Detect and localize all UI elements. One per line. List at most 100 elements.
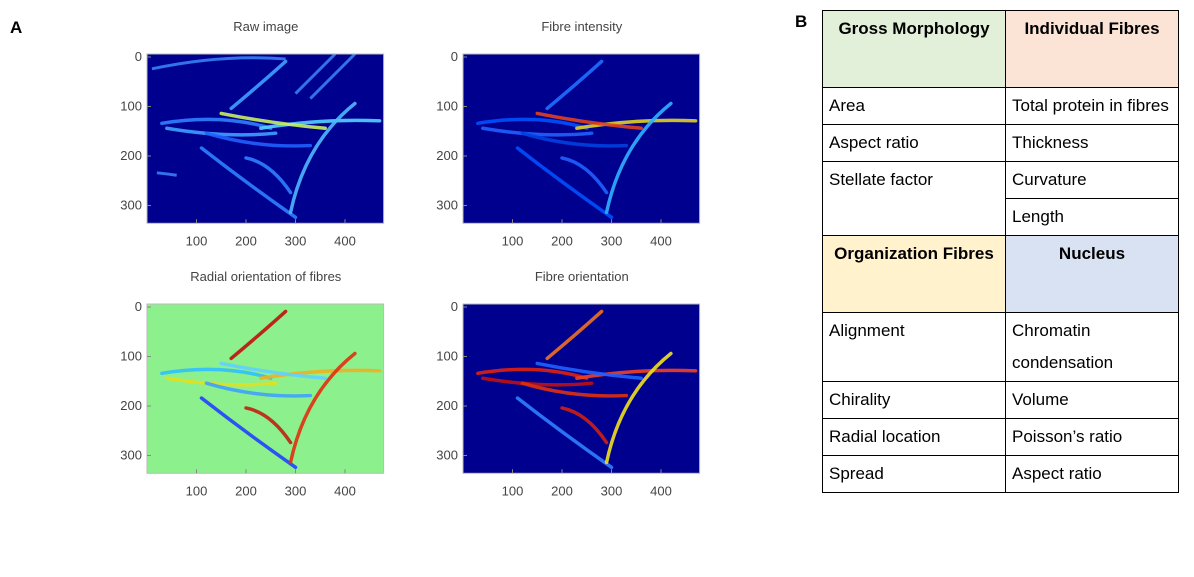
fibre — [520, 131, 629, 148]
y-tick-label: 300 — [120, 448, 142, 463]
fibre — [244, 406, 293, 445]
table-cell: Curvature — [1005, 161, 1179, 199]
fibre — [560, 406, 609, 445]
fibre — [204, 131, 313, 148]
fibre — [229, 59, 288, 111]
x-tick-label: 100 — [186, 483, 208, 498]
fibre — [156, 171, 177, 177]
fibre — [199, 396, 298, 470]
x-tick-label: 200 — [235, 233, 257, 248]
fibre — [309, 52, 356, 100]
fibre — [476, 117, 589, 130]
y-tick-label: 100 — [436, 99, 458, 114]
y-tick-label: 200 — [436, 148, 458, 163]
x-tick-label: 300 — [285, 483, 307, 498]
fibre — [244, 156, 293, 195]
image — [463, 304, 700, 474]
x-tick-label: 400 — [650, 483, 672, 498]
table-row: Spread Aspect ratio — [822, 455, 1179, 493]
y-tick-label: 300 — [436, 198, 458, 213]
fibre — [560, 156, 609, 195]
table-cell: Gross Morphology — [822, 10, 1006, 88]
fibre — [520, 381, 629, 398]
fibre — [575, 368, 698, 380]
table-cell: Chromatin condensation — [1005, 312, 1179, 382]
y-tick-label: 0 — [135, 49, 142, 64]
y-tick-label: 0 — [135, 299, 142, 314]
fibre — [604, 351, 673, 465]
table-cell: Alignment — [822, 312, 1006, 382]
fibre — [151, 56, 286, 71]
fibre — [545, 309, 604, 361]
image — [463, 54, 700, 224]
y-tick-label: 300 — [120, 198, 142, 213]
axes-frame — [146, 53, 385, 224]
fibre — [481, 376, 594, 387]
fibre — [259, 368, 382, 380]
axes-frame — [462, 53, 701, 224]
fibre — [288, 351, 357, 465]
panel-label: B — [795, 12, 808, 31]
x-tick-label: 300 — [285, 233, 307, 248]
table-row: Alignment Chromatin condensation — [822, 312, 1179, 382]
fibre — [515, 146, 614, 220]
x-tick-label: 300 — [601, 483, 623, 498]
table-cell: Aspect ratio — [1005, 455, 1179, 493]
table-cell: Nucleus — [1005, 235, 1179, 313]
fibre — [515, 396, 614, 470]
x-tick-label: 300 — [601, 233, 623, 248]
table-row: Chirality Volume — [822, 381, 1179, 419]
axes-frame — [146, 303, 385, 474]
table-cell: Individual Fibres — [1005, 10, 1179, 88]
table-cell: Total protein in fibres — [1005, 87, 1179, 125]
fibre — [476, 367, 589, 380]
table-cell: Radial location — [822, 418, 1006, 456]
table-row: Aspect ratio Thickness — [822, 124, 1179, 162]
table-row: Radial location Poisson’s ratio — [822, 418, 1179, 456]
y-tick-label: 0 — [451, 49, 458, 64]
x-tick-label: 400 — [650, 233, 672, 248]
x-tick-label: 100 — [186, 233, 208, 248]
x-tick-label: 400 — [334, 483, 356, 498]
x-tick-label: 200 — [235, 483, 257, 498]
fibre — [481, 126, 594, 137]
x-tick-label: 200 — [551, 483, 573, 498]
fibre — [160, 367, 273, 380]
fibre — [165, 126, 278, 137]
x-tick-label: 200 — [551, 233, 573, 248]
fibre — [535, 111, 643, 130]
fibre — [535, 361, 643, 380]
table-row: Area Total protein in fibres — [822, 87, 1179, 125]
table-row: Organization Fibres Nucleus — [822, 235, 1179, 313]
table-cell: Area — [822, 87, 1006, 125]
fibre — [288, 101, 357, 215]
fibre — [219, 361, 327, 380]
table-cell: Organization Fibres — [822, 235, 1006, 313]
x-tick-label: 100 — [502, 483, 524, 498]
fibre — [259, 118, 382, 130]
fibre — [604, 101, 673, 215]
table-cell: Stellate factor — [822, 161, 1006, 236]
image-panels: Raw image 0 100 200 300 100 200 300 400 Fibre int… — [120, 19, 701, 498]
feature-table: Gross Morphology Individual Fibres Area Tot… — [822, 10, 1179, 493]
table-cell: Poisson’s ratio — [1005, 418, 1179, 456]
plot-title: Fibre orientation — [535, 269, 629, 284]
table-cell: Length — [1005, 198, 1179, 236]
x-tick-label: 100 — [502, 233, 524, 248]
fibre — [575, 118, 698, 130]
fibre — [545, 59, 604, 111]
fibre — [229, 309, 288, 361]
y-tick-label: 0 — [451, 299, 458, 314]
y-tick-label: 100 — [120, 99, 142, 114]
x-tick-label: 400 — [334, 233, 356, 248]
table-cell: Thickness — [1005, 124, 1179, 162]
table-cell: Chirality — [822, 381, 1006, 419]
y-tick-label: 200 — [120, 148, 142, 163]
y-tick-label: 300 — [436, 448, 458, 463]
table-cell: Spread — [822, 455, 1006, 493]
axes-frame — [462, 303, 701, 474]
table-row: Gross Morphology Individual Fibres — [822, 10, 1179, 88]
fibre — [294, 52, 337, 95]
fibre — [165, 376, 278, 387]
table-row: Stellate factor Curvature — [822, 161, 1179, 236]
